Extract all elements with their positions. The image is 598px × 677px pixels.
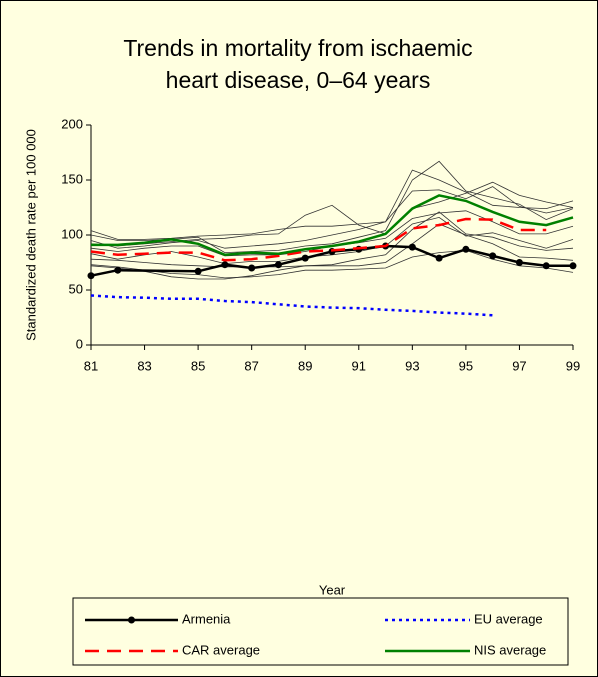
y-tick-label: 150	[61, 171, 83, 186]
country-line	[90, 181, 574, 247]
country-line	[90, 186, 574, 249]
point	[462, 245, 470, 253]
y-axis-label: Standardized death rate per 100 000	[23, 129, 38, 341]
point	[274, 261, 282, 269]
country-line	[90, 211, 574, 268]
y-tick-label: 100	[61, 226, 83, 241]
x-tick-label: 87	[244, 358, 258, 373]
x-tick-label: 93	[405, 358, 419, 373]
x-tick-label: 95	[459, 358, 473, 373]
chart-title: heart disease, 0–64 years	[166, 67, 431, 93]
y-tick-label: 0	[76, 336, 83, 351]
point	[301, 254, 309, 262]
point	[248, 264, 256, 272]
point	[542, 262, 550, 270]
chart-title: Trends in mortality from ischaemic	[123, 35, 472, 61]
point	[515, 259, 523, 266]
series-line	[91, 194, 574, 257]
point	[194, 267, 202, 275]
country-line	[90, 223, 574, 280]
x-axis-label: Year	[319, 582, 346, 597]
point	[87, 272, 95, 280]
series-line	[90, 217, 547, 262]
point	[114, 266, 122, 274]
x-tick-label: 97	[512, 358, 526, 373]
y-tick-label: 200	[61, 116, 83, 131]
point	[569, 262, 577, 270]
legend	[72, 597, 569, 666]
x-tick-label: 91	[352, 358, 366, 373]
point	[489, 252, 497, 260]
point	[221, 261, 229, 269]
y-tick-label: 50	[69, 281, 83, 296]
legend-label: Armenia	[182, 611, 231, 626]
x-tick-label: 99	[566, 358, 580, 373]
x-tick-label: 83	[137, 358, 151, 373]
x-tick-label: 89	[298, 358, 312, 373]
legend-label: NIS average	[474, 642, 546, 657]
legend-marker	[128, 616, 135, 624]
legend-label: EU average	[474, 611, 543, 626]
legend-label: CAR average	[182, 642, 260, 657]
x-tick-label: 85	[191, 358, 205, 373]
x-tick-label: 81	[84, 358, 98, 373]
point	[408, 243, 416, 251]
point	[435, 254, 443, 262]
